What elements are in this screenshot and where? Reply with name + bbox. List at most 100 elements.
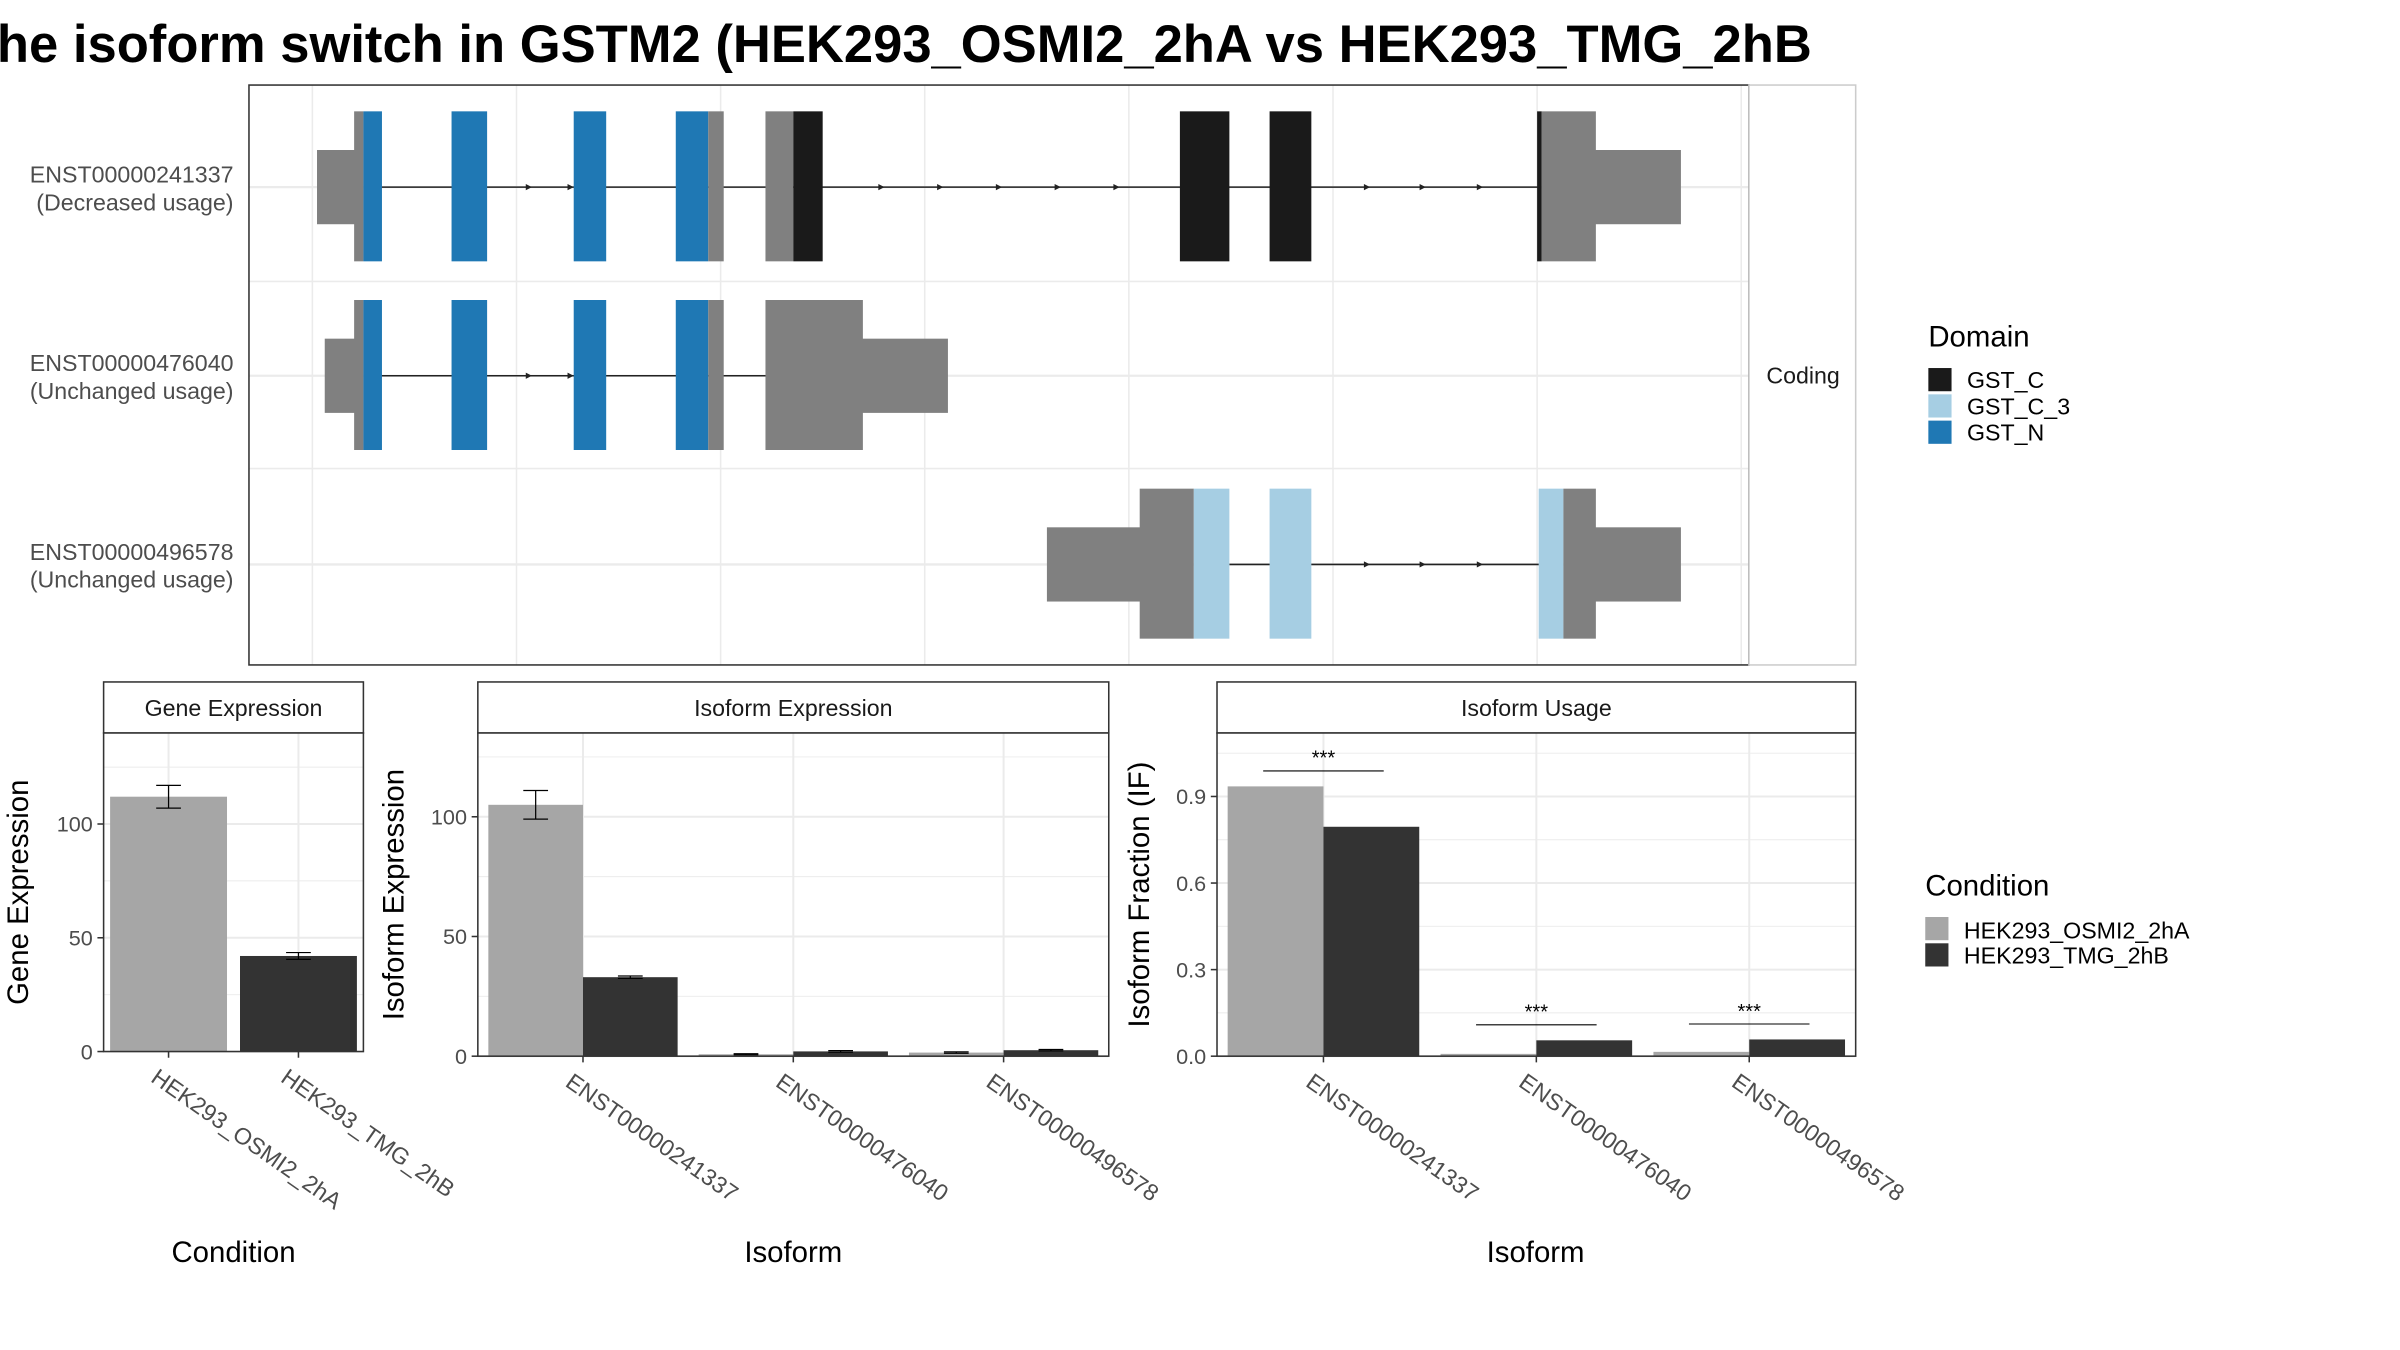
- significance-label: ***: [1525, 1002, 1549, 1024]
- bars: [1227, 786, 1846, 1057]
- bar: [1536, 1040, 1633, 1057]
- gst-n-exon: [363, 300, 382, 450]
- gst-c-exon: [1537, 111, 1542, 262]
- y-tick-label: 0.9: [1176, 784, 1206, 809]
- x-ticks: ENST00000241337 ENST00000476040 ENST000004…: [561, 1056, 1164, 1206]
- y-tick-label: 0.0: [1176, 1044, 1206, 1069]
- utr-exon: [1563, 488, 1596, 639]
- y-ticks: 0 50 100: [57, 812, 104, 1064]
- condition-legend-title: Condition: [1925, 869, 2049, 902]
- bar: [110, 796, 228, 1052]
- utr-exon: [1541, 111, 1596, 262]
- significance-label: ***: [1737, 1001, 1761, 1023]
- bar: [582, 977, 678, 1057]
- gst-c-exon: [793, 111, 823, 262]
- y-axis-title: Gene Expression: [2, 780, 35, 1005]
- bar: [240, 955, 357, 1052]
- error-bar: [733, 1053, 759, 1056]
- utr-exon: [765, 111, 794, 262]
- utr-exon: [354, 111, 364, 262]
- isoform-usage-panel: Isoform Usage *** *** *** 0.0 0.3 0.6 0.9 ENST00…: [1123, 681, 1909, 1269]
- significance-marker: ***: [1263, 748, 1384, 772]
- x-tick-label: ENST00000496578: [1727, 1068, 1909, 1206]
- bar: [1003, 1050, 1099, 1057]
- bar: [1653, 1051, 1750, 1057]
- bar: [908, 1052, 1004, 1057]
- bar: [1227, 786, 1324, 1057]
- error-bar: [943, 1051, 969, 1054]
- condition-legend: Condition HEK293_OSMI2_2hA HEK293_TMG_2h…: [1925, 869, 2190, 968]
- y-axis-title: Isoform Expression: [378, 769, 411, 1020]
- utr-block: [859, 338, 948, 413]
- utr-block: [324, 338, 356, 413]
- panel-title: Isoform Usage: [1461, 695, 1612, 721]
- gst-n-exon: [573, 111, 607, 262]
- error-bar: [617, 975, 643, 979]
- y-tick-label: 100: [57, 812, 93, 837]
- error-bar: [156, 784, 181, 809]
- significance-marker: ***: [1688, 1001, 1810, 1025]
- intron-arrows: [525, 372, 574, 379]
- x-ticks: ENST00000241337 ENST00000476040 ENST000004…: [1302, 1056, 1909, 1206]
- x-axis-title: Isoform: [1487, 1236, 1585, 1269]
- significance-marker: ***: [1476, 1002, 1597, 1026]
- gst-n-exon: [363, 111, 382, 262]
- x-tick-label: ENST00000496578: [982, 1068, 1164, 1206]
- legend-swatch-gst-c-3: [1928, 394, 1952, 418]
- transcript-1-status: (Decreased usage): [36, 189, 233, 215]
- utr-exon: [708, 300, 724, 450]
- y-tick-label: 0: [455, 1044, 467, 1069]
- y-ticks: 0 50 100: [431, 805, 478, 1069]
- legend-label-condition-a: HEK293_OSMI2_2hA: [1964, 918, 2190, 944]
- plot-border: [102, 732, 365, 1053]
- coding-strip: [1748, 84, 1857, 666]
- transcript-1-structure: [317, 111, 1681, 262]
- significance-label: ***: [1312, 748, 1336, 770]
- y-axis-title: Isoform Fraction (IF): [1123, 762, 1156, 1028]
- gst-n-exon: [573, 300, 607, 450]
- legend-label-gst-n: GST_N: [1967, 420, 2044, 446]
- panel-strip: [477, 681, 1110, 734]
- transcript-3-status: (Unchanged usage): [30, 567, 234, 593]
- error-bar: [523, 789, 549, 820]
- transcript-1-id: ENST00000241337: [30, 161, 234, 187]
- legend-swatch-condition-b: [1925, 943, 1949, 967]
- gst-c-3-exon: [1269, 488, 1312, 639]
- x-axis-title: Isoform: [744, 1236, 842, 1269]
- bar: [1749, 1039, 1846, 1057]
- y-tick-label: 0.3: [1176, 957, 1206, 982]
- transcript-3-id: ENST00000496578: [30, 539, 234, 565]
- legend-swatch-condition-a: [1925, 917, 1949, 941]
- error-bar: [286, 951, 311, 961]
- panel-title: Gene Expression: [145, 695, 323, 721]
- transcript-2-status: (Unchanged usage): [30, 378, 234, 404]
- utr-exon: [1139, 488, 1194, 639]
- bar: [1323, 826, 1420, 1057]
- panel-title: Isoform Expression: [694, 695, 892, 721]
- panel-strip: [102, 681, 365, 734]
- utr-exon: [708, 111, 724, 262]
- transcript-2-structure: [324, 300, 948, 450]
- gst-c-3-exon: [1193, 488, 1230, 639]
- x-tick-label: ENST00000476040: [1515, 1068, 1697, 1206]
- bars: [488, 789, 1099, 1057]
- legend-label-gst-c-3: GST_C_3: [1967, 393, 2070, 419]
- intron-arrows: [1363, 561, 1483, 568]
- y-tick-label: 100: [431, 805, 467, 830]
- utr-block: [1592, 527, 1681, 602]
- transcript-3-structure: [1046, 488, 1681, 639]
- y-tick-label: 0.6: [1176, 871, 1206, 896]
- gst-c-3-exon: [1538, 488, 1564, 639]
- gst-n-exon: [451, 111, 488, 262]
- utr-exon: [765, 300, 863, 450]
- y-tick-label: 0: [81, 1039, 93, 1064]
- x-axis-title: Condition: [171, 1236, 295, 1269]
- bar: [488, 804, 583, 1057]
- intron-arrows: [525, 184, 1483, 191]
- bar: [793, 1051, 888, 1057]
- y-tick-label: 50: [69, 926, 93, 951]
- legend-swatch-gst-c: [1928, 368, 1952, 392]
- error-bar: [828, 1050, 853, 1053]
